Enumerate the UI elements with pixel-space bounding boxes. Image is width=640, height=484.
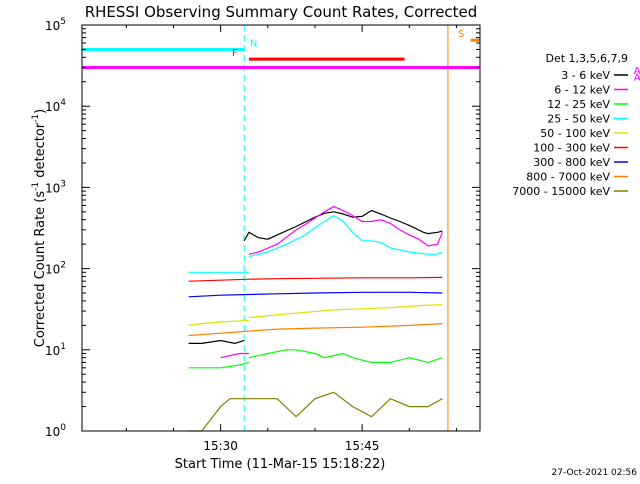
y-axis-label-exp: -1 [31, 114, 41, 123]
y-tick-exp: 3 [60, 179, 66, 189]
series-line-50-100-kev [188, 319, 249, 326]
series-line-3-6-kev [243, 209, 443, 242]
state-label-n: N [250, 38, 257, 49]
legend-title: Det 1,3,5,6,7,9 [545, 52, 628, 65]
y-axis-label-part: Corrected Count Rate (s [33, 191, 48, 348]
series-line-800-7000-kev [188, 323, 443, 337]
state-label-a2: A2 [634, 73, 640, 84]
y-axis-label: Corrected Count Rate (s-1 detector-1) [31, 109, 48, 347]
y-tick-label: 103 [45, 179, 66, 195]
series-line-300-800-kev [188, 291, 443, 298]
legend-label: 3 - 6 keV [561, 69, 610, 82]
legend-label: 300 - 800 keV [533, 156, 610, 169]
y-tick-label: 101 [45, 342, 66, 358]
y-tick-exp: 2 [60, 261, 66, 271]
y-tick-base: 10 [45, 100, 60, 114]
y-tick-exp: 1 [60, 342, 66, 352]
y-tick-base: 10 [45, 344, 60, 358]
y-tick-exp: 4 [60, 98, 66, 108]
legend-label: 50 - 100 keV [540, 127, 610, 140]
y-axis-label-part: detector [33, 122, 48, 182]
x-axis-label: Start Time (11-Mar-15 15:18:22) [175, 457, 386, 472]
series-line-100-300-kev [188, 276, 443, 282]
series-line-50-100-kev [248, 304, 443, 319]
y-axis-label-part: ) [33, 109, 48, 114]
y-axis-label-exp: -1 [31, 182, 41, 191]
state-label-s: S [458, 29, 464, 40]
y-tick-base: 10 [45, 263, 60, 277]
y-tick-base: 10 [45, 425, 60, 439]
legend-label: 12 - 25 keV [547, 98, 610, 111]
state-label-f: F [232, 48, 238, 59]
series-line-7000-15000-kev [188, 391, 443, 432]
plot-area: NFSA0A2A1 [82, 25, 640, 432]
state-label-a1: A1 [634, 66, 640, 77]
legend-label: 6 - 12 keV [554, 84, 610, 97]
chart-title: RHESSI Observing Summary Count Rates, Co… [85, 3, 478, 21]
y-tick-base: 10 [45, 19, 60, 33]
y-tick-exp: 5 [60, 17, 66, 27]
series-line-6-12-kev [220, 352, 249, 359]
series-line-6-12-kev [248, 205, 443, 255]
y-tick-base: 10 [45, 181, 60, 195]
plot-frame [81, 24, 481, 432]
timestamp: 27-Oct-2021 02:56 [552, 468, 638, 478]
y-tick-label: 104 [45, 98, 66, 114]
legend-label: 800 - 7000 keV [526, 171, 610, 184]
series-line-12-25-kev [188, 361, 250, 369]
legend-label: 25 - 50 keV [547, 113, 610, 126]
series-line-3-6-kev [188, 339, 245, 345]
y-tick-label: 105 [45, 17, 66, 33]
legend-label: 100 - 300 keV [533, 142, 610, 155]
series-line-25-50-kev [248, 214, 443, 258]
y-tick-exp: 0 [60, 423, 66, 433]
legend-label: 7000 - 15000 keV [512, 185, 610, 198]
y-tick-label: 100 [45, 423, 66, 439]
x-axis: 15:30 15:45 [125, 25, 457, 453]
y-tick-label: 102 [45, 261, 66, 277]
series-line-12-25-kev [248, 349, 443, 364]
x-tick-label: 15:30 [203, 439, 238, 453]
x-tick-label: 15:45 [345, 439, 380, 453]
